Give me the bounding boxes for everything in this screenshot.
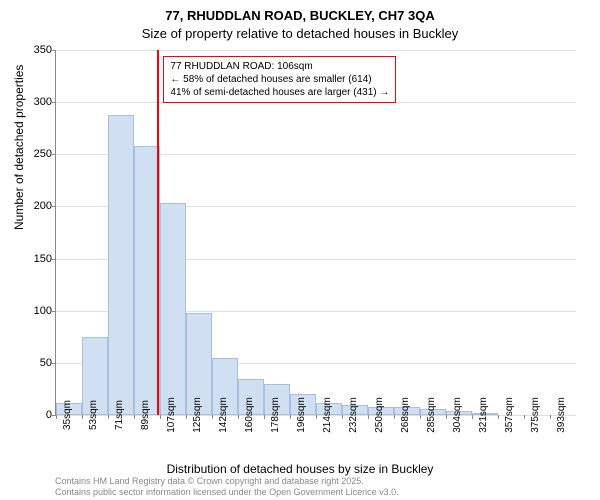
y-tick-label: 0 <box>46 409 56 421</box>
x-tick-label: 250sqm <box>368 397 385 433</box>
x-tick-label: 321sqm <box>472 397 489 433</box>
x-axis-label: Distribution of detached houses by size … <box>0 462 600 476</box>
x-tick-label: 304sqm <box>446 397 463 433</box>
annotation-box: 77 RHUDDLAN ROAD: 106sqm← 58% of detache… <box>163 56 396 103</box>
x-tick-label: 160sqm <box>238 397 255 433</box>
x-tick-label: 142sqm <box>212 397 229 433</box>
plot-area: 05010015020025030035035sqm53sqm71sqm89sq… <box>55 50 576 416</box>
y-tick-label: 100 <box>34 305 56 317</box>
chart-title: 77, RHUDDLAN ROAD, BUCKLEY, CH7 3QA <box>0 8 600 23</box>
property-marker-line <box>157 50 159 415</box>
y-tick-label: 50 <box>40 357 56 369</box>
histogram-bar <box>108 115 134 415</box>
y-tick-label: 300 <box>34 96 56 108</box>
x-tick-label: 214sqm <box>316 397 333 433</box>
x-tick-label: 53sqm <box>82 400 99 430</box>
x-tick-label: 375sqm <box>524 397 541 433</box>
histogram-bar <box>134 146 160 415</box>
x-tick-label: 357sqm <box>498 397 515 433</box>
footer-attribution: Contains HM Land Registry data © Crown c… <box>55 476 399 498</box>
footer-line-1: Contains HM Land Registry data © Crown c… <box>55 476 399 487</box>
y-axis-label: Number of detached properties <box>12 65 26 230</box>
y-tick-label: 250 <box>34 148 56 160</box>
property-size-histogram: 77, RHUDDLAN ROAD, BUCKLEY, CH7 3QA Size… <box>0 0 600 500</box>
annotation-line-2: 41% of semi-detached houses are larger (… <box>170 86 389 99</box>
y-tick-label: 200 <box>34 200 56 212</box>
x-tick-label: 196sqm <box>290 397 307 433</box>
x-tick-label: 285sqm <box>420 397 437 433</box>
annotation-line-1: ← 58% of detached houses are smaller (61… <box>170 73 389 86</box>
x-tick-label: 125sqm <box>186 397 203 433</box>
annotation-title: 77 RHUDDLAN ROAD: 106sqm <box>170 60 389 73</box>
x-tick-label: 107sqm <box>160 397 177 433</box>
x-tick-label: 35sqm <box>56 400 73 430</box>
x-tick-label: 71sqm <box>108 400 125 430</box>
chart-subtitle: Size of property relative to detached ho… <box>0 26 600 41</box>
x-tick-label: 393sqm <box>550 397 567 433</box>
x-tick-label: 178sqm <box>264 397 281 433</box>
histogram-bar <box>160 203 186 415</box>
y-tick-label: 150 <box>34 253 56 265</box>
x-tick-label: 232sqm <box>342 397 359 433</box>
footer-line-2: Contains public sector information licen… <box>55 487 399 498</box>
x-tick-label: 268sqm <box>394 397 411 433</box>
y-tick-label: 350 <box>34 44 56 56</box>
gridline <box>56 50 576 51</box>
x-tick-label: 89sqm <box>134 400 151 430</box>
